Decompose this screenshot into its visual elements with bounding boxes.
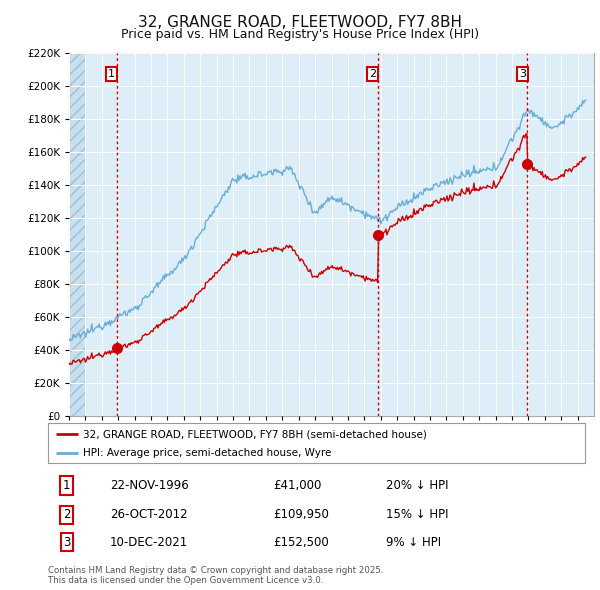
Text: 26-OCT-2012: 26-OCT-2012: [110, 508, 187, 522]
Text: Contains HM Land Registry data © Crown copyright and database right 2025.
This d: Contains HM Land Registry data © Crown c…: [48, 566, 383, 585]
Text: 15% ↓ HPI: 15% ↓ HPI: [386, 508, 449, 522]
Text: £41,000: £41,000: [274, 479, 322, 492]
Text: 10-DEC-2021: 10-DEC-2021: [110, 536, 188, 549]
Text: 20% ↓ HPI: 20% ↓ HPI: [386, 479, 449, 492]
Text: 2: 2: [63, 508, 71, 522]
Text: 1: 1: [108, 70, 115, 80]
Text: 22-NOV-1996: 22-NOV-1996: [110, 479, 188, 492]
Text: HPI: Average price, semi-detached house, Wyre: HPI: Average price, semi-detached house,…: [83, 448, 331, 458]
Text: 2: 2: [369, 70, 376, 80]
Text: 32, GRANGE ROAD, FLEETWOOD, FY7 8BH: 32, GRANGE ROAD, FLEETWOOD, FY7 8BH: [138, 15, 462, 30]
Text: 32, GRANGE ROAD, FLEETWOOD, FY7 8BH (semi-detached house): 32, GRANGE ROAD, FLEETWOOD, FY7 8BH (sem…: [83, 430, 427, 440]
Text: £109,950: £109,950: [274, 508, 329, 522]
Text: £152,500: £152,500: [274, 536, 329, 549]
Text: Price paid vs. HM Land Registry's House Price Index (HPI): Price paid vs. HM Land Registry's House …: [121, 28, 479, 41]
Text: 1: 1: [63, 479, 71, 492]
Text: 9% ↓ HPI: 9% ↓ HPI: [386, 536, 442, 549]
Text: 3: 3: [519, 70, 526, 80]
Text: 3: 3: [63, 536, 70, 549]
